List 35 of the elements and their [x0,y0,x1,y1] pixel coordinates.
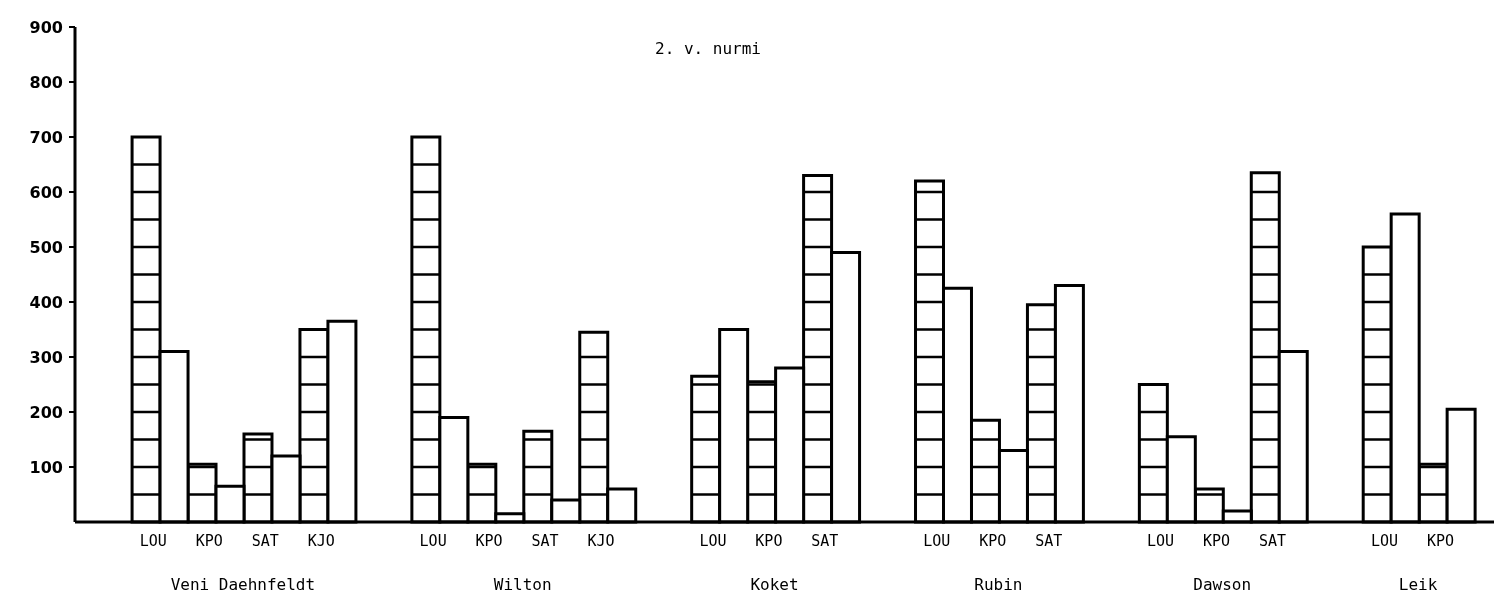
x-tick-label: KJO [307,532,335,550]
y-tick-label: 200 [29,402,63,422]
x-tick-label: SAT [811,532,839,550]
y-tick-label: 500 [29,237,63,257]
x-tick-label: SAT [251,532,279,550]
x-tick-label: KPO [1203,532,1231,550]
x-tick-label: LOU [923,532,951,550]
x-tick-label: LOU [1370,532,1399,550]
x-tick-label: LOU [1147,532,1175,550]
x-tick-label: SAT [531,532,559,550]
text: 2. v. nurmi [655,39,761,58]
x-tick-label: KJO [587,532,615,550]
x-tick-label: LOU [419,532,447,550]
x-tick-label: KPO [195,532,223,550]
text: Leik [1398,575,1438,594]
x-tick-label: SAT [1259,532,1287,550]
y-tick-label: 300 [29,347,63,367]
y-tick-label: 600 [29,182,63,202]
y-tick-label: 400 [29,292,63,312]
y-tick-label: 100 [29,457,63,477]
text: Rubin [974,575,1023,594]
text: Koket [750,575,799,594]
x-tick-label: KPO [475,532,503,550]
text: Veni Daehnfeldt [170,575,316,594]
y-tick-label: 900 [29,17,63,37]
x-tick-label: LOU [139,532,167,550]
y-tick-label: 700 [29,127,63,147]
x-tick-label: KPO [979,532,1007,550]
x-tick-label: LOU [699,532,727,550]
x-tick-label: SAT [1035,532,1063,550]
x-tick-label: KPO [755,532,783,550]
text: Wilton [493,575,552,594]
y-tick-label: 800 [29,72,63,92]
x-tick-label: KPO [1426,532,1454,550]
text: Dawson [1193,575,1252,594]
